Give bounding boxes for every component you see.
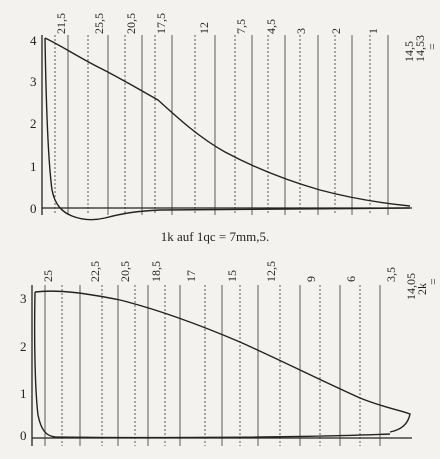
figure-2: 3 2 1 0 25 22,5 20,5 18,5 17 15 12,5 9 6… [20,261,440,446]
y-label: 4 [30,33,37,48]
vertical-lines [54,35,389,215]
column-label: 18,5 [149,261,163,282]
column-label: 3,5 [384,267,398,282]
column-label: 15 [225,270,239,282]
column-label: 2 [329,28,343,34]
y-label: 0 [30,201,37,216]
y-label: 1 [30,159,37,174]
vertical-lines [44,285,381,446]
caption: 1k auf 1qc = 7mm,5. [161,229,269,244]
column-label: 1 [366,28,380,34]
column-label: 17,5 [154,13,168,34]
right-label: 14,5 [402,41,416,62]
column-label: 22,5 [88,261,102,282]
lower-curve [44,37,411,207]
y-label: 1 [20,386,27,401]
column-label: 9 [304,276,318,282]
column-label: 20,5 [118,261,132,282]
y-label: 2 [20,339,27,354]
column-label: 25 [41,270,55,282]
figure-1: 4 3 2 1 0 21,5 25,5 20,5 17,5 12 7,5 4,5… [30,13,439,244]
equals-sign: = [425,43,439,50]
column-label: 7,5 [234,19,248,34]
y-label: 0 [20,428,27,443]
right-label: 14,05 [404,273,418,300]
column-label: 25,5 [92,13,106,34]
right-label: 14,53 [413,35,427,62]
lower-curve [33,291,391,439]
column-label: 6 [344,276,358,282]
column-label: 21,5 [54,13,68,34]
y-label: 3 [30,74,37,89]
column-label: 12 [197,22,211,34]
y-label: 2 [30,116,37,131]
column-label: 12,5 [264,261,278,282]
upper-curve [34,290,411,433]
column-label: 17 [184,270,198,282]
upper-curve [44,37,411,221]
equals-sign: = [426,278,440,285]
right-label: 2k [415,283,429,295]
column-label: 4,5 [264,19,278,34]
column-label: 20,5 [124,13,138,34]
column-label: 3 [294,28,308,34]
y-label: 3 [20,291,27,306]
